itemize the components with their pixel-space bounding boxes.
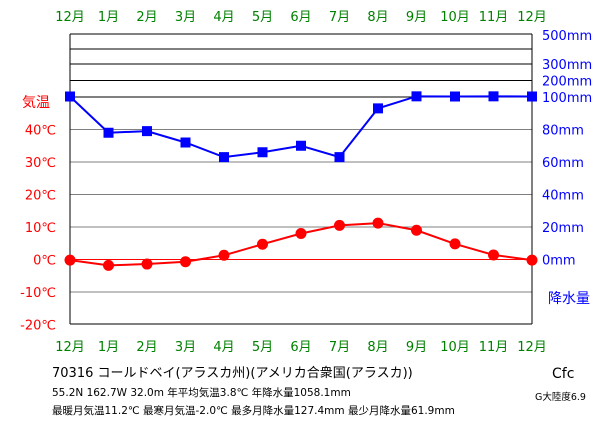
right-tick-label: 80mm: [542, 124, 584, 139]
temperature-point: [103, 259, 114, 271]
right-tick-label: 200mm: [542, 75, 592, 90]
right-tick-label: 300mm: [542, 58, 592, 73]
month-label-bottom: 4月: [213, 340, 234, 355]
temperature-point: [257, 238, 268, 250]
koppen-classification: Cfc: [552, 366, 575, 382]
station-stats-line2: 最暖月気温11.2℃ 最寒月気温-2.0℃ 最多月降水量127.4mm 最少月降…: [52, 405, 455, 417]
station-stats-line1: 55.2N 162.7W 32.0m 年平均気温3.8℃ 年降水量1058.1m…: [52, 387, 351, 399]
month-label-top: 11月: [479, 10, 509, 25]
month-label-top: 8月: [367, 10, 388, 25]
left-tick-label: 10℃: [25, 221, 56, 236]
right-tick-label: 20mm: [542, 221, 584, 236]
temperature-point: [526, 254, 538, 266]
month-label-bottom: 8月: [367, 340, 388, 355]
month-label-bottom: 10月: [440, 340, 470, 355]
left-tick-label: 30℃: [25, 156, 56, 171]
temperature-point: [180, 256, 191, 268]
precipitation-point: [257, 147, 268, 158]
month-label-top: 7月: [329, 10, 350, 25]
month-label-bottom: 2月: [136, 340, 157, 355]
left-tick-label: 20℃: [25, 189, 56, 204]
month-label-top: 4月: [213, 10, 234, 25]
right-tick-label: 40mm: [542, 189, 584, 204]
right-tick-label: 100mm: [542, 91, 592, 106]
temperature-point: [64, 254, 76, 266]
temperature-point: [218, 249, 230, 261]
temperature-point: [488, 249, 499, 261]
month-label-top: 6月: [290, 10, 311, 25]
month-label-bottom: 7月: [329, 340, 350, 355]
continentality-index: G大陸度6.9: [535, 392, 586, 403]
month-label-top: 2月: [136, 10, 157, 25]
left-tick-label: -10℃: [20, 286, 56, 301]
month-label-bottom: 1月: [98, 340, 119, 355]
right-tick-label: 60mm: [542, 156, 584, 171]
station-title: 70316 コールドベイ(アラスカ州)(アメリカ合衆国(アラスカ)): [52, 366, 413, 381]
month-label-bottom: 3月: [175, 340, 196, 355]
precipitation-point: [527, 91, 537, 102]
precipitation-point: [373, 103, 383, 114]
temperature-point: [372, 217, 384, 229]
month-label-top: 3月: [175, 10, 196, 25]
temperature-point: [411, 224, 422, 236]
precipitation-point: [180, 137, 191, 148]
right-axis-title: 降水量: [548, 291, 590, 307]
month-label-bottom: 6月: [290, 340, 311, 355]
month-label-top: 5月: [252, 10, 273, 25]
precipitation-point: [488, 91, 499, 102]
right-tick-label: 500mm: [542, 29, 592, 44]
precipitation-point: [296, 140, 306, 151]
left-axis-title: 気温: [22, 95, 50, 111]
month-label-bottom: 12月: [55, 340, 85, 355]
month-label-top: 12月: [55, 10, 85, 25]
temperature-point: [449, 238, 461, 250]
month-label-top: 1月: [98, 10, 119, 25]
temperature-point: [295, 228, 307, 239]
month-label-top: 12月: [517, 10, 547, 25]
precipitation-point: [142, 126, 152, 137]
month-label-bottom: 5月: [252, 340, 273, 355]
precipitation-point: [219, 152, 229, 163]
temperature-point: [334, 219, 345, 231]
month-label-bottom: 9月: [406, 340, 427, 355]
month-label-top: 9月: [406, 10, 427, 25]
month-label-top: 10月: [440, 10, 470, 25]
precipitation-point: [103, 127, 114, 138]
precipitation-point: [450, 91, 460, 102]
left-tick-label: -20℃: [20, 319, 56, 334]
temperature-point: [141, 258, 153, 270]
month-label-bottom: 12月: [517, 340, 547, 355]
left-tick-label: 0℃: [33, 254, 56, 269]
right-tick-label: 0mm: [542, 254, 576, 269]
month-label-bottom: 11月: [479, 340, 509, 355]
precipitation-point: [65, 91, 75, 102]
left-tick-label: 40℃: [25, 124, 56, 139]
precipitation-point: [411, 91, 422, 102]
climate-chart: 12月 12月 1月 1月 2月 2月 3月 3月 4月 4月 5月 5月 6月 6月 7月 7月 8月 8月 9月…: [20, 10, 592, 355]
precipitation-point: [334, 152, 345, 163]
